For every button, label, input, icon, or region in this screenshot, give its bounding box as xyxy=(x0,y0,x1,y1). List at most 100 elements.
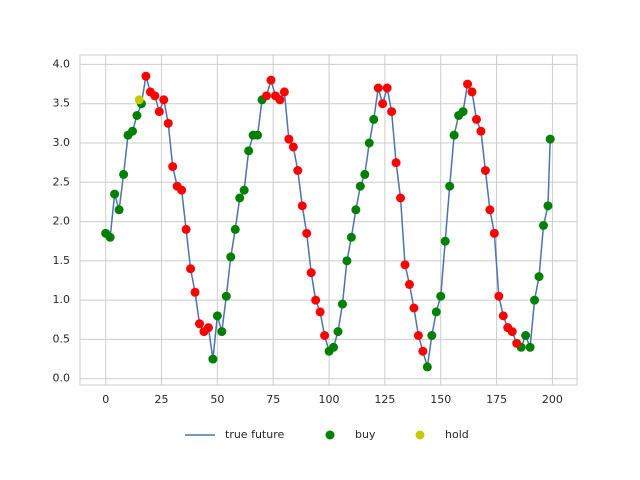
point xyxy=(458,107,468,117)
point xyxy=(235,193,245,203)
point xyxy=(346,232,356,242)
point xyxy=(387,107,397,117)
legend-label: true future xyxy=(225,428,284,441)
point xyxy=(545,134,555,144)
point xyxy=(302,228,312,238)
point xyxy=(168,162,178,172)
point xyxy=(134,95,144,105)
point xyxy=(471,114,481,124)
point xyxy=(485,205,495,215)
point xyxy=(320,331,330,340)
point xyxy=(507,327,517,337)
point xyxy=(391,158,401,168)
y-tick-label: 3.0 xyxy=(53,136,71,149)
point xyxy=(418,346,428,356)
point xyxy=(409,303,419,313)
y-tick-label: 1.5 xyxy=(53,254,71,267)
x-tick-label: 75 xyxy=(266,393,280,406)
point xyxy=(217,327,227,337)
point xyxy=(244,146,254,156)
y-tick-label: 3.5 xyxy=(53,97,71,110)
point xyxy=(150,91,160,101)
point xyxy=(141,71,151,81)
point xyxy=(373,83,383,93)
point xyxy=(311,295,321,305)
y-tick-label: 4.0 xyxy=(53,57,71,70)
point xyxy=(480,166,490,175)
plot-frame xyxy=(79,54,578,386)
x-tick-label: 100 xyxy=(319,393,340,406)
point xyxy=(127,126,137,136)
point xyxy=(212,311,222,321)
point xyxy=(427,331,437,340)
x-tick-label: 25 xyxy=(155,393,169,406)
point xyxy=(404,279,414,289)
y-tick-label: 0.5 xyxy=(53,332,71,345)
point xyxy=(163,118,173,128)
point xyxy=(364,138,374,148)
point xyxy=(221,291,231,301)
point xyxy=(489,228,499,238)
point xyxy=(181,224,191,234)
y-tick-label: 2.5 xyxy=(53,175,71,188)
point xyxy=(226,252,236,262)
legend-label: hold xyxy=(445,428,469,441)
point xyxy=(396,193,406,203)
point xyxy=(525,342,535,352)
point xyxy=(378,99,388,109)
y-tick-label: 1.0 xyxy=(53,293,71,306)
point xyxy=(440,236,450,246)
point xyxy=(543,201,553,211)
point xyxy=(114,205,124,215)
point xyxy=(476,126,486,136)
point xyxy=(288,142,298,152)
point xyxy=(110,189,120,199)
x-tick-label: 150 xyxy=(430,393,451,406)
legend-marker xyxy=(325,430,335,440)
legend-marker xyxy=(415,430,425,440)
point xyxy=(449,130,459,140)
point xyxy=(154,107,164,117)
point xyxy=(337,299,347,309)
point xyxy=(230,224,240,234)
point xyxy=(105,232,115,242)
x-tick-label: 125 xyxy=(374,393,395,406)
point xyxy=(534,272,544,282)
point xyxy=(445,181,455,191)
point xyxy=(315,307,325,317)
point xyxy=(512,338,522,348)
point xyxy=(203,323,213,333)
point xyxy=(279,87,289,97)
point xyxy=(119,169,129,179)
x-tick-label: 200 xyxy=(542,393,563,406)
point xyxy=(293,166,303,175)
point xyxy=(132,111,142,120)
point xyxy=(208,354,218,364)
point xyxy=(530,295,540,305)
point xyxy=(351,205,361,215)
point xyxy=(431,307,441,317)
point xyxy=(355,181,365,191)
point xyxy=(253,130,263,140)
point xyxy=(413,331,423,340)
x-tick-label: 175 xyxy=(486,393,507,406)
point xyxy=(342,256,352,266)
point xyxy=(297,201,307,211)
point xyxy=(400,260,410,270)
point xyxy=(306,268,316,278)
point xyxy=(436,291,446,301)
point xyxy=(494,291,504,301)
point xyxy=(195,319,205,329)
y-tick-label: 0.0 xyxy=(53,372,71,385)
point xyxy=(239,185,249,195)
y-tick-label: 2.0 xyxy=(53,215,71,228)
point xyxy=(333,327,343,337)
point xyxy=(521,331,531,340)
point xyxy=(360,169,370,179)
point xyxy=(463,79,473,89)
point xyxy=(159,95,169,105)
point xyxy=(498,311,508,321)
point xyxy=(190,287,200,297)
